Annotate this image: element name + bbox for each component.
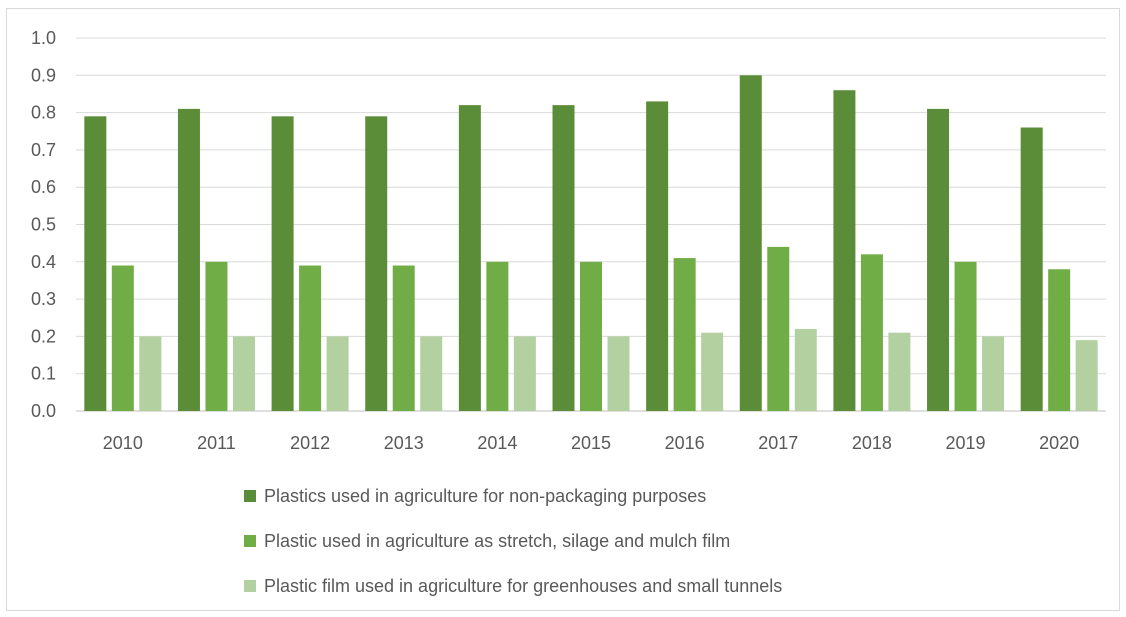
y-tick-label: 0.1 [31, 364, 56, 384]
bar-2016-series-2 [673, 258, 696, 411]
bar-2018-series-1 [833, 90, 856, 411]
bar-2018-series-3 [888, 332, 911, 411]
bar-2011-series-2 [205, 261, 228, 411]
y-tick-label: 0.8 [31, 103, 56, 123]
x-tick-label: 2019 [946, 433, 986, 453]
y-tick-label: 1.0 [31, 28, 56, 48]
bar-2016-series-3 [701, 332, 724, 411]
bar-2016-series-1 [646, 101, 669, 411]
bar-2017-series-2 [767, 246, 790, 411]
x-tick-label: 2017 [758, 433, 798, 453]
bar-2012-series-3 [326, 336, 349, 411]
y-tick-label: 0.7 [31, 140, 56, 160]
bar-2020-series-2 [1048, 269, 1071, 411]
x-axis-ticks: 2010 2011 2012 2013 2014 2015 2016 2017 2018 2019… [103, 433, 1079, 453]
bar-2014-series-3 [513, 336, 536, 411]
legend-swatch-2 [244, 535, 256, 547]
bar-2019-series-3 [982, 336, 1005, 411]
y-axis-ticks: 0.0 0.1 0.2 0.3 0.4 0.5 0.6 0.7 0.8 0.9 1.0 [31, 28, 56, 421]
bar-2020-series-3 [1075, 340, 1098, 411]
bar-2015-series-3 [607, 336, 630, 411]
x-tick-label: 2016 [665, 433, 705, 453]
bar-2015-series-1 [552, 105, 575, 411]
x-tick-label: 2012 [290, 433, 330, 453]
y-tick-label: 0.3 [31, 289, 56, 309]
x-tick-label: 2020 [1039, 433, 1079, 453]
x-tick-label: 2014 [477, 433, 517, 453]
bar-2012-series-1 [271, 116, 294, 411]
bar-2019-series-1 [927, 108, 950, 412]
y-tick-label: 0.4 [31, 252, 56, 272]
y-tick-label: 0.6 [31, 177, 56, 197]
y-tick-label: 0.5 [31, 215, 56, 235]
x-tick-label: 2010 [103, 433, 143, 453]
legend-swatch-3 [244, 580, 256, 592]
bar-2013-series-1 [365, 116, 388, 411]
legend-label-2: Plastic used in agriculture as stretch, … [264, 531, 730, 551]
y-tick-label: 0.2 [31, 326, 56, 346]
x-tick-label: 2018 [852, 433, 892, 453]
y-tick-label: 0.9 [31, 65, 56, 85]
legend-label-3: Plastic film used in agriculture for gre… [264, 576, 782, 596]
legend: Plastics used in agriculture for non-pac… [244, 486, 782, 596]
bar-2014-series-2 [486, 261, 509, 411]
bar-2010-series-3 [139, 336, 162, 411]
bar-2011-series-3 [232, 336, 255, 411]
bar-2011-series-1 [177, 108, 200, 412]
x-tick-label: 2013 [384, 433, 424, 453]
bar-2013-series-3 [420, 336, 443, 411]
x-tick-label: 2015 [571, 433, 611, 453]
bar-2017-series-1 [739, 75, 762, 412]
bar-2010-series-2 [111, 265, 134, 411]
bar-2018-series-2 [860, 254, 883, 411]
bar-2012-series-2 [299, 265, 322, 411]
bar-2015-series-2 [580, 261, 602, 411]
bar-2013-series-2 [392, 265, 415, 411]
bar-2020-series-1 [1020, 127, 1043, 412]
bar-2019-series-2 [954, 261, 977, 411]
y-tick-label: 0.0 [31, 401, 56, 421]
bars [84, 75, 1098, 412]
bar-2017-series-3 [794, 328, 817, 411]
bar-2010-series-1 [84, 116, 107, 411]
legend-label-1: Plastics used in agriculture for non-pac… [264, 486, 706, 506]
bar-2014-series-1 [458, 105, 481, 411]
x-tick-label: 2011 [197, 433, 236, 453]
legend-swatch-1 [244, 490, 256, 502]
